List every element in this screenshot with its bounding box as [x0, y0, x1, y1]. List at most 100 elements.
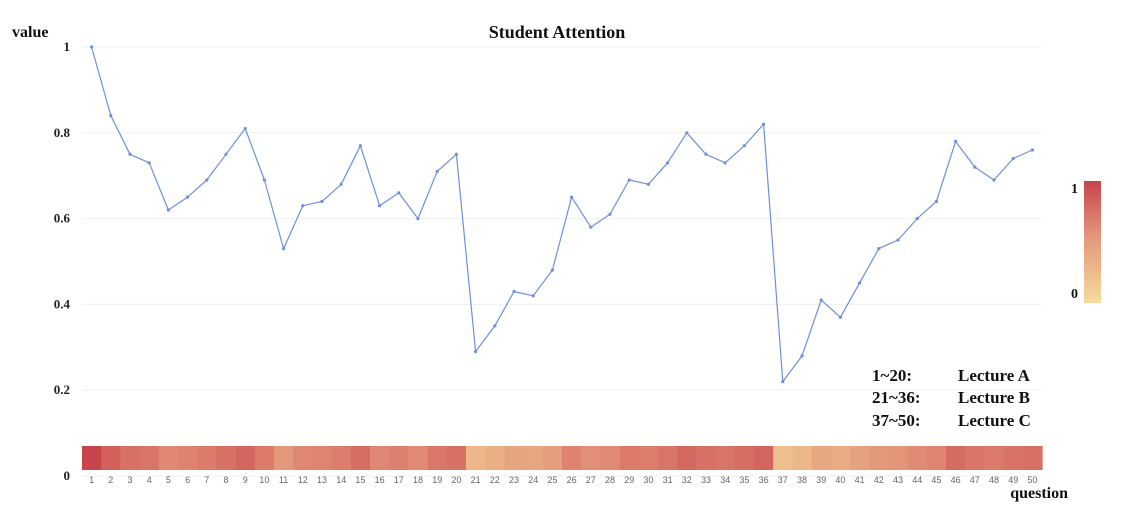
data-point	[915, 217, 919, 221]
heatmap-cell	[350, 446, 371, 470]
x-tick-label: 39	[816, 475, 826, 485]
data-point	[109, 114, 113, 118]
y-tick-label: 0.2	[54, 382, 70, 397]
x-tick-label: 50	[1027, 475, 1037, 485]
data-point	[819, 298, 823, 302]
y-tick-label: 0.6	[54, 211, 71, 226]
heatmap-cell	[658, 446, 678, 470]
x-tick-label: 6	[185, 475, 190, 485]
data-point	[320, 199, 324, 204]
data-point	[416, 217, 420, 221]
heatmap-cell	[120, 446, 141, 470]
heatmap-cell	[1022, 446, 1043, 470]
y-tick-label: 1	[64, 39, 71, 54]
x-tick-label: 15	[355, 475, 365, 485]
data-point	[1030, 148, 1034, 152]
data-point	[685, 131, 689, 135]
heatmap-cell	[178, 446, 198, 470]
data-point	[992, 178, 996, 182]
heatmap-cell	[600, 446, 621, 470]
x-tick-label: 46	[951, 475, 961, 485]
data-point	[646, 182, 651, 186]
heatmap-cell	[638, 446, 659, 470]
lecture-c-range: 37~50:	[872, 411, 921, 430]
data-point	[378, 204, 382, 208]
heatmap-cell	[485, 446, 505, 470]
lecture-legend: 1~20: Lecture A 21~36: Lecture B 37~50: …	[872, 366, 1031, 430]
heatmap-cell	[466, 446, 486, 470]
heatmap-cell	[216, 446, 237, 470]
heatmap-cell	[389, 446, 409, 470]
x-tick-label: 40	[835, 475, 845, 485]
x-tick-label: 17	[394, 475, 404, 485]
data-point	[550, 268, 555, 272]
x-tick-label: 8	[223, 475, 228, 485]
data-point	[781, 380, 785, 384]
heatmap-cell	[811, 446, 832, 470]
x-tick-label: 7	[204, 475, 209, 485]
x-tick-label: 2	[108, 475, 113, 485]
x-tick-label: 4	[147, 475, 152, 485]
heatmap-cell	[696, 446, 717, 470]
heatmap-cell	[907, 446, 928, 470]
x-axis-label: question	[1010, 485, 1068, 502]
lecture-a-label: Lecture A	[958, 366, 1031, 385]
x-tick-labels: 1 2 3 4 5 6 7 8 9 10 11 12 13 14 15 16 17 18 19 20 21 22 23 24 2…	[89, 475, 1037, 485]
x-tick-label: 25	[547, 475, 557, 485]
heatmap-cell	[312, 446, 333, 470]
data-point	[973, 165, 977, 169]
x-tick-label: 41	[855, 475, 865, 485]
data-point	[934, 199, 939, 204]
x-tick-label: 9	[243, 475, 248, 485]
x-tick-label: 33	[701, 475, 711, 485]
data-point	[877, 247, 881, 251]
colorbar: 1 0	[1071, 181, 1101, 303]
x-tick-label: 21	[471, 475, 481, 485]
heatmap-cell	[792, 446, 813, 470]
heatmap-cell	[946, 446, 966, 470]
heatmap-cell	[869, 446, 889, 470]
data-point	[666, 161, 670, 165]
heatmap-strip	[82, 446, 1043, 470]
heatmap-cell	[331, 446, 352, 470]
data-point	[896, 238, 900, 242]
heatmap-cell	[830, 446, 851, 470]
y-tick-labels: 0 0.2 0.4 0.6 0.8 1	[54, 39, 71, 483]
x-tick-label: 42	[874, 475, 884, 485]
heatmap-cell	[773, 446, 793, 470]
data-point	[954, 139, 958, 143]
heatmap-cell	[82, 446, 102, 470]
heatmap-cell	[427, 446, 448, 470]
heatmap-cell	[888, 446, 909, 470]
x-tick-label: 44	[912, 475, 922, 485]
heatmap-cell	[965, 446, 985, 470]
data-point	[858, 281, 862, 285]
heatmap-cell	[293, 446, 313, 470]
x-tick-label: 47	[970, 475, 980, 485]
heatmap-cell	[197, 446, 217, 470]
heatmap-cell	[370, 446, 390, 470]
colorbar-gradient	[1084, 181, 1101, 303]
heatmap-cell	[562, 446, 582, 470]
series-line	[91, 46, 1033, 383]
heatmap-cell	[984, 446, 1005, 470]
heatmap-cell	[235, 446, 256, 470]
data-point	[454, 152, 458, 156]
data-point	[570, 195, 574, 199]
x-tick-label: 43	[893, 475, 903, 485]
data-point	[301, 204, 305, 208]
data-point	[147, 161, 151, 165]
heatmap-cell	[139, 446, 160, 470]
heatmap-cell	[850, 446, 870, 470]
heatmap-cell	[734, 446, 755, 470]
heatmap-cell	[504, 446, 525, 470]
x-tick-label: 35	[739, 475, 749, 485]
data-point	[166, 208, 170, 212]
data-point	[262, 178, 266, 182]
data-point	[282, 247, 286, 251]
x-tick-label: 11	[279, 475, 288, 485]
heatmap-cell	[542, 446, 563, 470]
heatmap-cell	[926, 446, 947, 470]
x-tick-label: 34	[720, 475, 730, 485]
heatmap-cell	[408, 446, 429, 470]
